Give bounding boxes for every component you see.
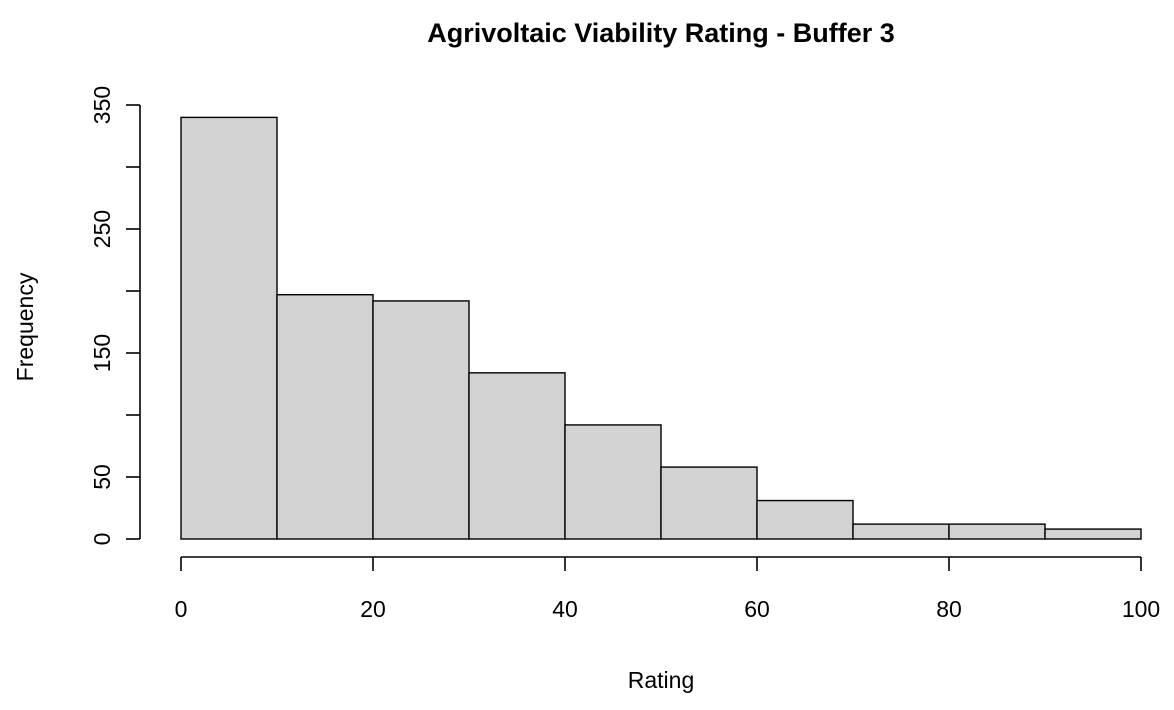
x-tick-label: 60 [744, 596, 770, 622]
y-tick-label: 0 [89, 533, 115, 546]
y-axis: 0 50 150 250 350 [89, 86, 141, 546]
bars-group [180, 116, 1142, 540]
chart-title: Agrivoltaic Viability Rating - Buffer 3 [427, 18, 895, 48]
histogram-bar [1044, 528, 1142, 540]
histogram-bar [564, 424, 662, 540]
histogram-bar [660, 466, 758, 540]
histogram-bar [852, 523, 950, 540]
x-tick-label: 0 [175, 596, 188, 622]
y-tick-label: 50 [89, 464, 115, 490]
histogram-bar [468, 372, 566, 540]
histogram-bar [372, 300, 470, 540]
x-tick-label: 20 [360, 596, 386, 622]
y-axis-label: Frequency [12, 272, 38, 381]
histogram-bar [948, 523, 1046, 540]
y-tick-label: 250 [89, 210, 115, 248]
y-tick-label: 350 [89, 86, 115, 124]
x-tick-label: 40 [552, 596, 578, 622]
histogram-bar [180, 116, 278, 540]
x-tick-label: 100 [1122, 596, 1160, 622]
histogram-bar [276, 294, 374, 540]
x-tick-label: 80 [936, 596, 962, 622]
histogram-bar [756, 499, 854, 540]
y-tick-label: 150 [89, 334, 115, 372]
x-axis: 0 20 40 60 80 100 [175, 556, 1160, 622]
x-axis-label: Rating [628, 667, 694, 693]
